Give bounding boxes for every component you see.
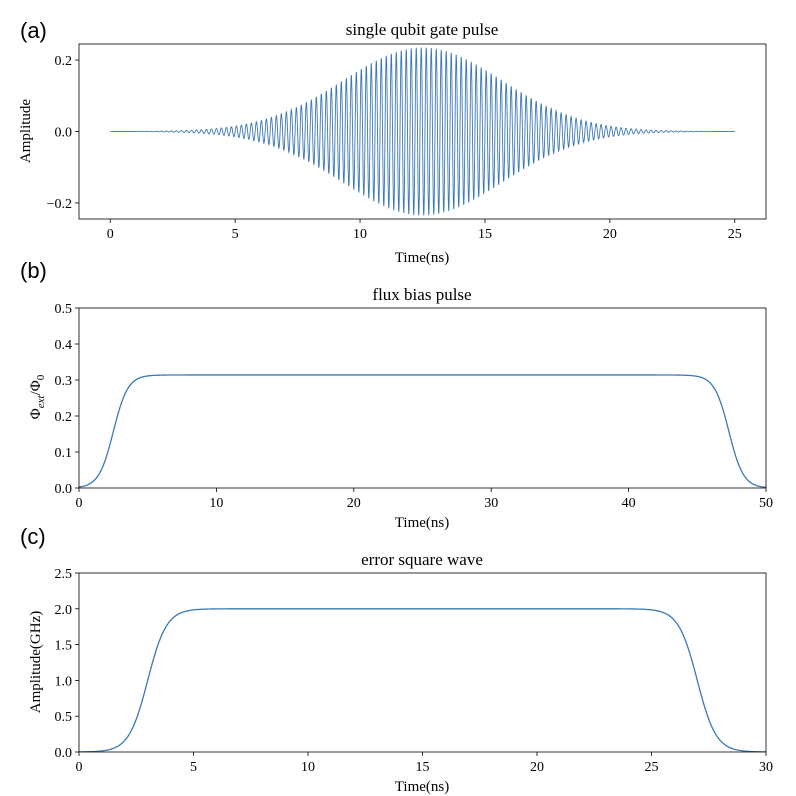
- panel-b-ylabel-sub-zero: 0: [35, 374, 47, 380]
- panel-b-xtick-label: 40: [622, 496, 636, 511]
- panel-a-xticks: 0 5 10 15 20 25: [107, 219, 742, 242]
- panel-b: (b) flux bias pulse Time(ns) Φext/Φ0 0 10…: [20, 258, 773, 531]
- panel-a: (a) single qubit gate pulse Time(ns) Amp…: [18, 18, 767, 266]
- panel-a-ytick-label: 0.0: [55, 126, 73, 141]
- panel-c-xtick-label: 25: [645, 760, 659, 775]
- panel-a-ylabel: Amplitude: [18, 99, 34, 164]
- panel-a-xtick-label: 20: [603, 227, 617, 242]
- panel-b-xlabel: Time(ns): [395, 515, 449, 531]
- panel-c-ylabel: Amplitude(GHz): [28, 611, 44, 713]
- panel-a-label: (a): [20, 18, 47, 43]
- panel-b-ytick-label: 0.2: [55, 410, 73, 425]
- panel-c-ytick-label: 1.0: [55, 674, 73, 689]
- panel-c-ytick-label: 2.0: [55, 603, 73, 618]
- panel-a-ytick-label: −0.2: [47, 197, 72, 212]
- panel-c-frame: [78, 572, 767, 753]
- panel-c-xtick-label: 15: [416, 760, 430, 775]
- panel-c-title: error square wave: [361, 550, 483, 569]
- panel-c-xtick-label: 10: [301, 760, 315, 775]
- panel-a-frame: [78, 43, 767, 220]
- panel-a-xtick-label: 25: [728, 227, 742, 242]
- panel-a-xtick-label: 15: [478, 227, 492, 242]
- panel-b-ytick-label: 0.3: [55, 374, 73, 389]
- panel-c-yticks: 0.0 0.5 1.0 1.5 2.0 2.5: [55, 567, 79, 761]
- panel-c: (c) error square wave Time(ns) Amplitude…: [20, 524, 773, 795]
- panel-a-title: single qubit gate pulse: [346, 20, 499, 39]
- panel-a-yticks: −0.2 0.0 0.2: [47, 54, 79, 212]
- panel-b-title: flux bias pulse: [372, 285, 471, 304]
- panel-b-ytick-label: 0.0: [55, 482, 73, 497]
- panel-c-xtick-label: 0: [76, 760, 83, 775]
- panel-c-ytick-label: 2.5: [55, 567, 73, 582]
- panel-a-xtick-label: 10: [353, 227, 367, 242]
- panel-c-xtick-label: 5: [190, 760, 197, 775]
- panel-b-ylabel-sep: /Φ: [28, 380, 44, 395]
- panel-c-ytick-label: 0.5: [55, 710, 73, 725]
- panel-b-xtick-label: 50: [759, 496, 773, 511]
- panel-b-frame: [78, 307, 767, 489]
- panel-b-label: (b): [20, 258, 47, 283]
- panel-c-series-line: [79, 608, 766, 752]
- panel-b-ytick-label: 0.4: [55, 338, 73, 353]
- panel-b-xtick-label: 10: [209, 496, 223, 511]
- panel-b-xticks: 0 10 20 30 40 50: [76, 488, 773, 511]
- panel-b-yticks: 0.0 0.1 0.2 0.3 0.4 0.5: [55, 302, 79, 497]
- panel-c-ytick-label: 0.0: [55, 746, 73, 761]
- panel-b-xtick-label: 20: [347, 496, 361, 511]
- panel-c-xlabel: Time(ns): [395, 779, 449, 795]
- panel-b-xtick-label: 0: [76, 496, 83, 511]
- panel-c-xtick-label: 30: [759, 760, 773, 775]
- panel-c-xticks: 0 5 10 15 20 25 30: [76, 752, 773, 775]
- panel-a-xtick-label: 5: [232, 227, 239, 242]
- panel-b-ylabel-phi: Φ: [28, 408, 44, 419]
- panel-b-series-line: [79, 374, 766, 488]
- panel-b-xtick-label: 30: [484, 496, 498, 511]
- panel-a-ytick-label: 0.2: [55, 54, 73, 69]
- panel-b-ytick-label: 0.5: [55, 302, 73, 317]
- panel-b-ylabel: Φext/Φ0: [28, 374, 47, 419]
- panel-b-ytick-label: 0.1: [55, 446, 73, 461]
- panel-a-xlabel: Time(ns): [395, 250, 449, 266]
- panel-c-xtick-label: 20: [530, 760, 544, 775]
- panel-b-ylabel-sub-ext: ext: [35, 394, 47, 408]
- panel-c-ytick-label: 1.5: [55, 639, 73, 654]
- panel-c-label: (c): [20, 524, 46, 549]
- panel-a-xtick-label: 0: [107, 227, 114, 242]
- panel-a-series-line: [110, 47, 735, 216]
